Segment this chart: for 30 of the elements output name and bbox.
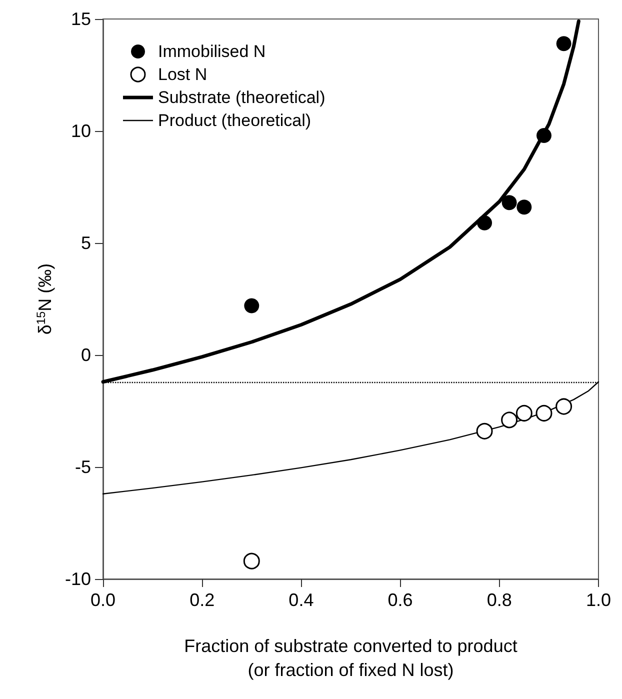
- point: [243, 552, 260, 570]
- point: [516, 404, 532, 422]
- y-axis-title: δ15N (‰): [34, 263, 56, 335]
- point: [476, 422, 493, 440]
- legend-label: Lost N: [158, 65, 208, 84]
- point: [244, 298, 260, 314]
- point: [536, 404, 552, 422]
- x-tick-label: 0.4: [288, 590, 314, 610]
- point: [502, 195, 517, 210]
- x-tick-label: 1.0: [586, 590, 612, 610]
- point: [556, 36, 572, 52]
- point: [477, 215, 492, 230]
- point: [501, 412, 518, 428]
- legend-label: Substrate (theoretical): [158, 88, 326, 107]
- y-tick-label: 10: [70, 121, 91, 141]
- x-tick-label: 0.0: [90, 590, 116, 610]
- x-axis-title: Fraction of substrate converted to product (or fraction of fixed N lost): [184, 636, 518, 680]
- y-tick-label: -10: [64, 569, 91, 589]
- y-tick-label: 5: [80, 233, 91, 253]
- x-tick-label: 0.6: [388, 590, 413, 610]
- y-tick-label: -5: [74, 457, 91, 477]
- y-tick-label: 0: [80, 345, 91, 365]
- x-tick-label: 0.2: [190, 590, 215, 610]
- y-tick-label: 15: [70, 9, 91, 29]
- legend-label: Immobilised N: [158, 42, 266, 61]
- point: [516, 200, 532, 215]
- x-tick-label: 0.8: [486, 590, 512, 610]
- point: [556, 398, 572, 415]
- point: [536, 128, 552, 143]
- legend-label: Product (theoretical): [158, 111, 312, 130]
